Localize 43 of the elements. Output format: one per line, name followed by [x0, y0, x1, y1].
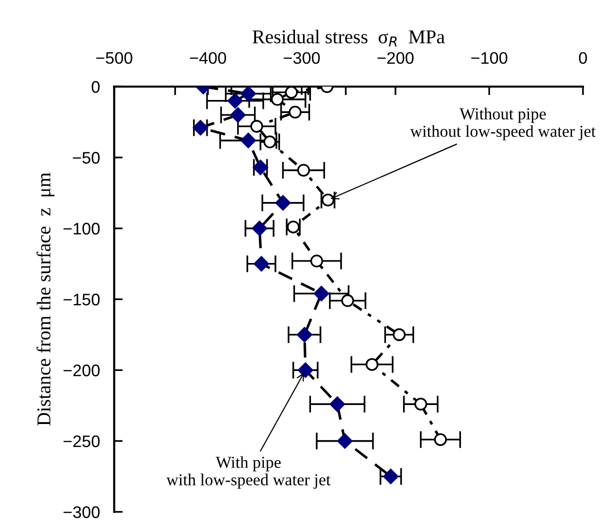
x-tick-label: −500	[96, 52, 132, 64]
point	[383, 468, 398, 484]
point	[298, 362, 314, 378]
point	[414, 398, 428, 411]
point	[285, 86, 298, 99]
x-tick-label: −300	[284, 52, 320, 64]
point	[341, 294, 354, 308]
point	[337, 433, 353, 449]
point	[296, 326, 312, 342]
point	[275, 195, 291, 211]
point	[254, 256, 270, 272]
point	[297, 164, 310, 177]
x-tick-label: −100	[471, 52, 508, 64]
x-tick-label: −200	[378, 52, 414, 64]
point	[250, 120, 264, 133]
point	[240, 86, 256, 102]
point	[263, 136, 276, 148]
y-tick-label: 0	[92, 81, 100, 93]
annotation: Without pipe without low-speed water jet	[410, 108, 596, 140]
x-tick-label: −400	[190, 52, 226, 64]
point	[252, 220, 268, 236]
point	[392, 328, 406, 342]
point	[230, 107, 246, 123]
y-tick-label: −300	[64, 506, 100, 518]
x-axis-title: Residual stress σ$_{R}$ MPa	[252, 30, 445, 46]
point	[330, 396, 346, 412]
point	[227, 93, 243, 109]
point	[310, 254, 324, 268]
point	[366, 358, 378, 371]
point	[270, 92, 284, 106]
point	[240, 132, 256, 148]
y-tick-label: −200	[64, 364, 100, 376]
point	[314, 286, 330, 302]
point	[286, 220, 300, 234]
y-tick-label: −150	[64, 294, 100, 306]
y-axis-title: Distance from the surface z μm	[36, 172, 54, 426]
y-tick-label: −100	[64, 222, 100, 235]
y-tick-label: −250	[64, 435, 100, 448]
y-tick-label: −50	[72, 152, 100, 164]
point	[434, 433, 447, 446]
x-tick-label: 0	[578, 52, 587, 64]
point	[288, 106, 302, 119]
annotation: With pipe with low-speed water jet	[166, 456, 331, 489]
